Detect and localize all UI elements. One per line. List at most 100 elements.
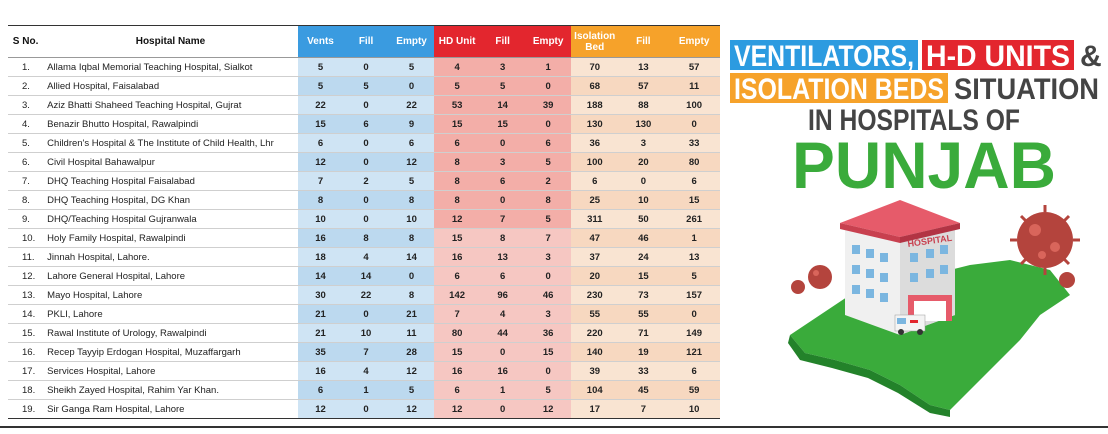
- cell-vents-empty: 6: [388, 133, 435, 153]
- cell-hd-unit: 12: [434, 399, 480, 419]
- cell-iso-fill: 20: [618, 152, 669, 172]
- cell-isolation-bed: 100: [570, 152, 619, 172]
- cell-hd-fill: 0: [479, 399, 526, 419]
- cell-vents-empty: 12: [388, 399, 435, 419]
- cell-vents: 15: [297, 114, 344, 134]
- cell-iso-empty: 57: [668, 57, 720, 77]
- table-row: 9. DHQ/Teaching Hospital Gujranwala 10 0 10 1…: [8, 209, 720, 229]
- cell-iso-empty: 6: [668, 171, 720, 191]
- table-row: 4. Benazir Bhutto Hospital, Rawalpindi 15 6…: [8, 114, 720, 134]
- table-row: 1. Allama Iqbal Memorial Teaching Hospita…: [8, 57, 720, 77]
- cell-hd-empty: 8: [525, 190, 571, 210]
- cell-hd-unit: 6: [434, 380, 480, 400]
- cell-vents-fill: 4: [343, 361, 389, 381]
- cell-hd-unit: 80: [434, 323, 480, 343]
- cell-iso-fill: 71: [618, 323, 669, 343]
- cell-iso-empty: 1: [668, 228, 720, 248]
- cell-vents-empty: 21: [388, 304, 435, 324]
- cell-hospital-name: Sheikh Zayed Hospital, Rahim Yar Khan.: [47, 384, 219, 396]
- cell-hd-fill: 7: [479, 209, 526, 229]
- cell-hd-unit: 15: [434, 114, 480, 134]
- cell-hd-fill: 8: [479, 228, 526, 248]
- cell-hd-empty: 36: [525, 323, 571, 343]
- cell-vents-fill: 0: [343, 190, 389, 210]
- cell-sno: 11.: [22, 251, 35, 263]
- ambulance-icon: [894, 314, 926, 335]
- cell-hd-empty: 3: [525, 247, 571, 267]
- cell-isolation-bed: 17: [570, 399, 619, 419]
- cell-iso-empty: 6: [668, 361, 720, 381]
- cell-isolation-bed: 20: [570, 266, 619, 286]
- table-row: 10. Holy Family Hospital, Rawalpindi 16 8 8 1…: [8, 228, 720, 248]
- cell-hd-unit: 16: [434, 247, 480, 267]
- cell-isolation-bed: 39: [570, 361, 619, 381]
- cell-hd-empty: 3: [525, 304, 571, 324]
- cell-hd-fill: 3: [479, 152, 526, 172]
- cell-vents: 12: [297, 152, 344, 172]
- cell-hd-empty: 6: [525, 133, 571, 153]
- cell-iso-empty: 100: [668, 95, 720, 115]
- cell-sno: 2.: [22, 80, 30, 92]
- virus-icon-large: [1010, 205, 1080, 275]
- cell-hd-unit: 15: [434, 342, 480, 362]
- cell-hd-unit: 16: [434, 361, 480, 381]
- hospital-table: S No. Hospital Name Vents Fill Empty HD …: [8, 25, 720, 419]
- cell-vents-empty: 5: [388, 57, 435, 77]
- cell-iso-empty: 10: [668, 399, 720, 419]
- cell-vents-fill: 7: [343, 342, 389, 362]
- cell-iso-empty: 157: [668, 285, 720, 305]
- header-hd-unit: HD Unit: [434, 25, 480, 58]
- cell-hd-unit: 8: [434, 190, 480, 210]
- cell-hospital-name: PKLI, Lahore: [47, 308, 103, 320]
- cell-vents-empty: 0: [388, 266, 435, 286]
- cell-iso-empty: 121: [668, 342, 720, 362]
- cell-iso-fill: 88: [618, 95, 669, 115]
- cell-hospital-name: Benazir Bhutto Hospital, Rawalpindi: [47, 118, 199, 130]
- cell-iso-empty: 11: [668, 76, 720, 96]
- cell-hd-unit: 5: [434, 76, 480, 96]
- cell-vents-empty: 14: [388, 247, 435, 267]
- cell-vents: 30: [297, 285, 344, 305]
- cell-iso-empty: 13: [668, 247, 720, 267]
- cell-hd-fill: 5: [479, 76, 526, 96]
- cell-vents-empty: 22: [388, 95, 435, 115]
- table-header-row: S No. Hospital Name Vents Fill Empty HD …: [8, 25, 720, 58]
- cell-hd-empty: 5: [525, 209, 571, 229]
- cell-isolation-bed: 25: [570, 190, 619, 210]
- cell-vents-fill: 4: [343, 247, 389, 267]
- cell-iso-empty: 80: [668, 152, 720, 172]
- hospital-building-icon: HOSPITAL: [840, 200, 960, 335]
- cell-hd-fill: 15: [479, 114, 526, 134]
- virus-icon-small: [791, 265, 1075, 294]
- cell-iso-fill: 50: [618, 209, 669, 229]
- cell-sno: 6.: [22, 156, 30, 168]
- cell-vents: 12: [297, 399, 344, 419]
- cell-iso-fill: 55: [618, 304, 669, 324]
- cell-iso-empty: 5: [668, 266, 720, 286]
- cell-vents-empty: 0: [388, 76, 435, 96]
- cell-vents-fill: 2: [343, 171, 389, 191]
- cell-hd-unit: 7: [434, 304, 480, 324]
- table-row: 2. Allied Hospital, Faisalabad 5 5 0 5 5 0 68 57 1…: [8, 76, 720, 96]
- hospital-illustration: HOSPITAL: [788, 200, 1080, 417]
- cell-vents-fill: 0: [343, 95, 389, 115]
- cell-vents-fill: 8: [343, 228, 389, 248]
- cell-vents-empty: 12: [388, 152, 435, 172]
- cell-iso-fill: 15: [618, 266, 669, 286]
- cell-hd-empty: 5: [525, 380, 571, 400]
- header-iso-empty: Empty: [668, 25, 720, 58]
- cell-hd-fill: 0: [479, 190, 526, 210]
- cell-iso-fill: 57: [618, 76, 669, 96]
- cell-sno: 10.: [22, 232, 36, 244]
- header-hd-fill: Fill: [479, 25, 526, 58]
- cell-vents: 16: [297, 228, 344, 248]
- cell-vents: 6: [297, 133, 344, 153]
- cell-isolation-bed: 68: [570, 76, 619, 96]
- cell-hd-empty: 12: [525, 399, 571, 419]
- cell-vents: 14: [297, 266, 344, 286]
- cell-hd-fill: 44: [479, 323, 526, 343]
- cell-sno: 13.: [22, 289, 36, 301]
- table-row: 12. Lahore General Hospital, Lahore 14 14 0 6…: [8, 266, 720, 286]
- table-row: 6. Civil Hospital Bahawalpur 12 0 12 8 3 5 100 20…: [8, 152, 720, 172]
- cell-vents-empty: 28: [388, 342, 435, 362]
